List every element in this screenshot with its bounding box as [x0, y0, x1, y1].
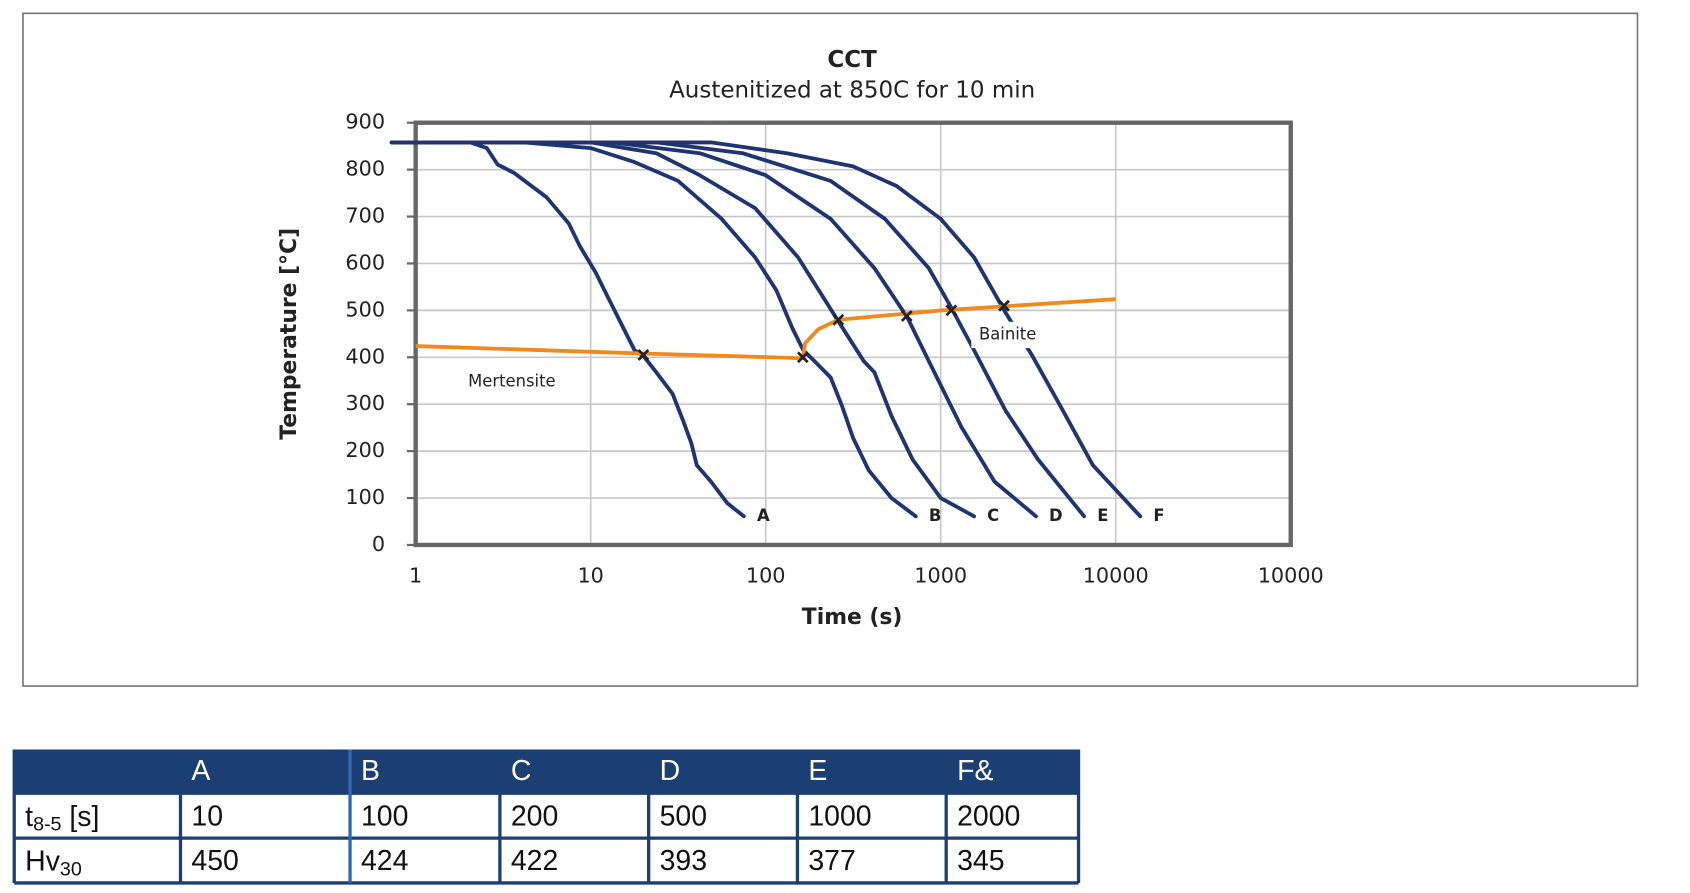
label-text: t	[25, 800, 33, 832]
table: A B C D E F&t8-5 [s] 10 100 200 500 1000 2000 Hv30 45…	[12, 749, 1081, 885]
table-row-label: Hv30	[25, 845, 82, 880]
table-cell: 450	[191, 845, 238, 877]
curve-label: E	[1097, 506, 1108, 525]
table-header-cell: F&	[957, 755, 993, 787]
x-tick-label: 1000	[914, 564, 967, 588]
y-tick-label: 900	[345, 110, 385, 134]
label-bg	[971, 321, 1042, 349]
transition-line	[415, 297, 1116, 361]
label-text: [s]	[62, 800, 100, 832]
table-header-cell: C	[511, 755, 532, 787]
transition-marker	[945, 304, 958, 317]
plot-frame	[413, 120, 1293, 548]
table-cell: 345	[957, 845, 1004, 877]
transition-marker	[998, 299, 1010, 312]
y-tick-label: 0	[372, 532, 385, 556]
y-tick-label: 400	[345, 344, 385, 368]
cooling-curve	[389, 140, 1038, 519]
table-cell: 100	[361, 800, 408, 832]
table-header-cell: D	[660, 755, 681, 787]
y-tick-label: 100	[345, 485, 385, 509]
transition-marker	[900, 310, 913, 322]
subscript: 8-5	[33, 814, 61, 836]
y-tick-label: 700	[345, 204, 385, 228]
cooling-curve	[389, 140, 1087, 519]
x-tick-label: 100	[746, 564, 786, 588]
y-tick-label: 500	[345, 297, 385, 321]
y-tick-label: 300	[345, 391, 385, 415]
curve-label: C	[987, 506, 999, 525]
y-tick-label: 800	[345, 157, 385, 181]
curve-label: B	[929, 506, 942, 525]
table-cell: 377	[808, 845, 855, 877]
y-tick-label: 600	[345, 250, 385, 274]
annotation: Bainite	[979, 324, 1036, 343]
y-axis-label: Temperature [°C]	[277, 228, 302, 440]
cooling-curve	[389, 140, 918, 519]
table-cell: 2000	[957, 800, 1020, 832]
transition-marker	[796, 351, 809, 364]
cooling-curve	[389, 140, 1143, 519]
table-cell: 200	[511, 800, 558, 832]
table-cell: 10	[191, 800, 223, 832]
x-tick-label: 1	[409, 564, 422, 588]
x-tick-label: 10000	[1258, 564, 1324, 588]
x-axis-label: Time (s)	[802, 605, 903, 630]
table-header-cell: B	[361, 755, 380, 787]
annotation: Mertensite	[468, 371, 555, 390]
cooling-curve	[389, 140, 746, 519]
chart-title: CCT	[827, 47, 877, 73]
chart-subtitle: Austenitized at 850C for 10 min	[669, 77, 1035, 103]
label-text: Hv	[25, 845, 61, 877]
table-cell: 422	[511, 845, 558, 877]
table-row-label: t8-5 [s]	[25, 800, 99, 835]
table-header-cell: A	[191, 755, 210, 787]
table-cell: 1000	[808, 800, 871, 832]
table-header-bg	[14, 749, 1079, 794]
table-cell: 393	[660, 845, 707, 877]
subscript: 30	[60, 859, 82, 881]
transition-marker	[637, 349, 650, 361]
chart-frame	[22, 12, 1639, 687]
curve-label: D	[1049, 506, 1063, 525]
table-header-cell: E	[808, 755, 827, 787]
curve-label: F	[1153, 506, 1164, 525]
transition-marker	[832, 313, 845, 326]
x-tick-label: 10000	[1083, 564, 1149, 588]
curve-label: A	[757, 506, 770, 525]
y-tick-label: 200	[345, 438, 385, 462]
table-cell: 424	[361, 845, 408, 877]
x-tick-label: 10	[577, 564, 603, 588]
table-cell: 500	[660, 800, 707, 832]
